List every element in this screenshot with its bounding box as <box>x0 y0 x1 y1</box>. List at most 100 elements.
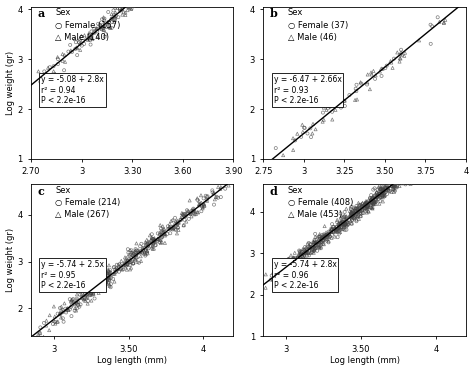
Point <box>411 159 419 165</box>
Point <box>177 217 184 223</box>
Point <box>268 273 275 279</box>
Point <box>199 206 206 211</box>
Point <box>121 258 128 264</box>
Point <box>455 0 462 3</box>
Point <box>379 190 386 196</box>
Point <box>187 211 194 217</box>
Point <box>96 22 103 28</box>
Point <box>91 29 98 35</box>
Point <box>146 232 154 238</box>
Point <box>393 173 401 178</box>
Point <box>353 206 361 212</box>
Point <box>413 173 420 179</box>
Point <box>366 86 374 92</box>
Point <box>337 214 345 220</box>
Point <box>36 79 44 85</box>
Point <box>401 167 408 173</box>
Point <box>413 163 420 169</box>
Point <box>96 282 103 288</box>
Point <box>362 202 369 208</box>
Point <box>116 6 124 12</box>
Point <box>128 6 135 12</box>
Point <box>388 175 395 181</box>
Point <box>379 187 386 193</box>
Point <box>132 255 140 261</box>
Point <box>320 233 328 239</box>
Text: △ Male (453): △ Male (453) <box>288 210 342 219</box>
Point <box>367 197 375 203</box>
Point <box>283 275 291 281</box>
Point <box>64 305 72 311</box>
Point <box>359 204 367 210</box>
Point <box>54 61 62 67</box>
Point <box>334 224 342 230</box>
Point <box>361 206 369 211</box>
Point <box>122 263 130 269</box>
Point <box>294 254 302 260</box>
Point <box>338 221 346 227</box>
Point <box>426 153 434 159</box>
Point <box>410 163 418 169</box>
Point <box>121 10 129 16</box>
Point <box>366 196 374 201</box>
Point <box>158 234 166 240</box>
Point <box>277 275 285 281</box>
Point <box>414 156 421 162</box>
Point <box>320 235 328 241</box>
Point <box>445 139 452 145</box>
Point <box>98 24 106 30</box>
Point <box>441 141 448 147</box>
Point <box>323 233 331 239</box>
Point <box>225 183 232 188</box>
Point <box>142 242 150 247</box>
Point <box>376 190 383 196</box>
Point <box>161 231 168 237</box>
Point <box>318 235 326 241</box>
Point <box>93 284 101 290</box>
Point <box>166 221 173 227</box>
Point <box>362 208 370 214</box>
Text: y = -5.74 + 2.5x
r² = 0.95
P < 2.2e-16: y = -5.74 + 2.5x r² = 0.95 P < 2.2e-16 <box>41 260 104 290</box>
Point <box>315 239 322 245</box>
Point <box>98 279 105 285</box>
Point <box>351 97 359 103</box>
Point <box>40 68 48 74</box>
Point <box>278 262 286 267</box>
Point <box>345 220 352 226</box>
Point <box>326 231 333 237</box>
Point <box>370 68 377 74</box>
Point <box>385 183 393 189</box>
Point <box>400 170 408 176</box>
Point <box>362 203 370 209</box>
Point <box>157 240 164 246</box>
Point <box>170 226 177 232</box>
Point <box>100 274 107 280</box>
Point <box>379 193 386 199</box>
Point <box>359 207 366 213</box>
Point <box>399 165 407 171</box>
Point <box>419 158 427 164</box>
Point <box>337 229 344 235</box>
Point <box>310 246 318 252</box>
Point <box>383 191 391 197</box>
Point <box>316 231 323 237</box>
Point <box>350 214 358 220</box>
Point <box>316 235 323 241</box>
Point <box>312 126 319 132</box>
Point <box>400 173 408 179</box>
Point <box>377 188 385 194</box>
Point <box>433 151 441 157</box>
Point <box>319 237 327 243</box>
Point <box>418 160 426 166</box>
Point <box>158 227 166 233</box>
Point <box>334 227 341 233</box>
Point <box>334 96 342 102</box>
Point <box>336 223 344 229</box>
Point <box>326 104 334 110</box>
Point <box>142 247 149 253</box>
Point <box>142 253 149 259</box>
Point <box>357 79 365 85</box>
Point <box>422 156 429 162</box>
Point <box>380 182 387 188</box>
Point <box>363 198 371 204</box>
